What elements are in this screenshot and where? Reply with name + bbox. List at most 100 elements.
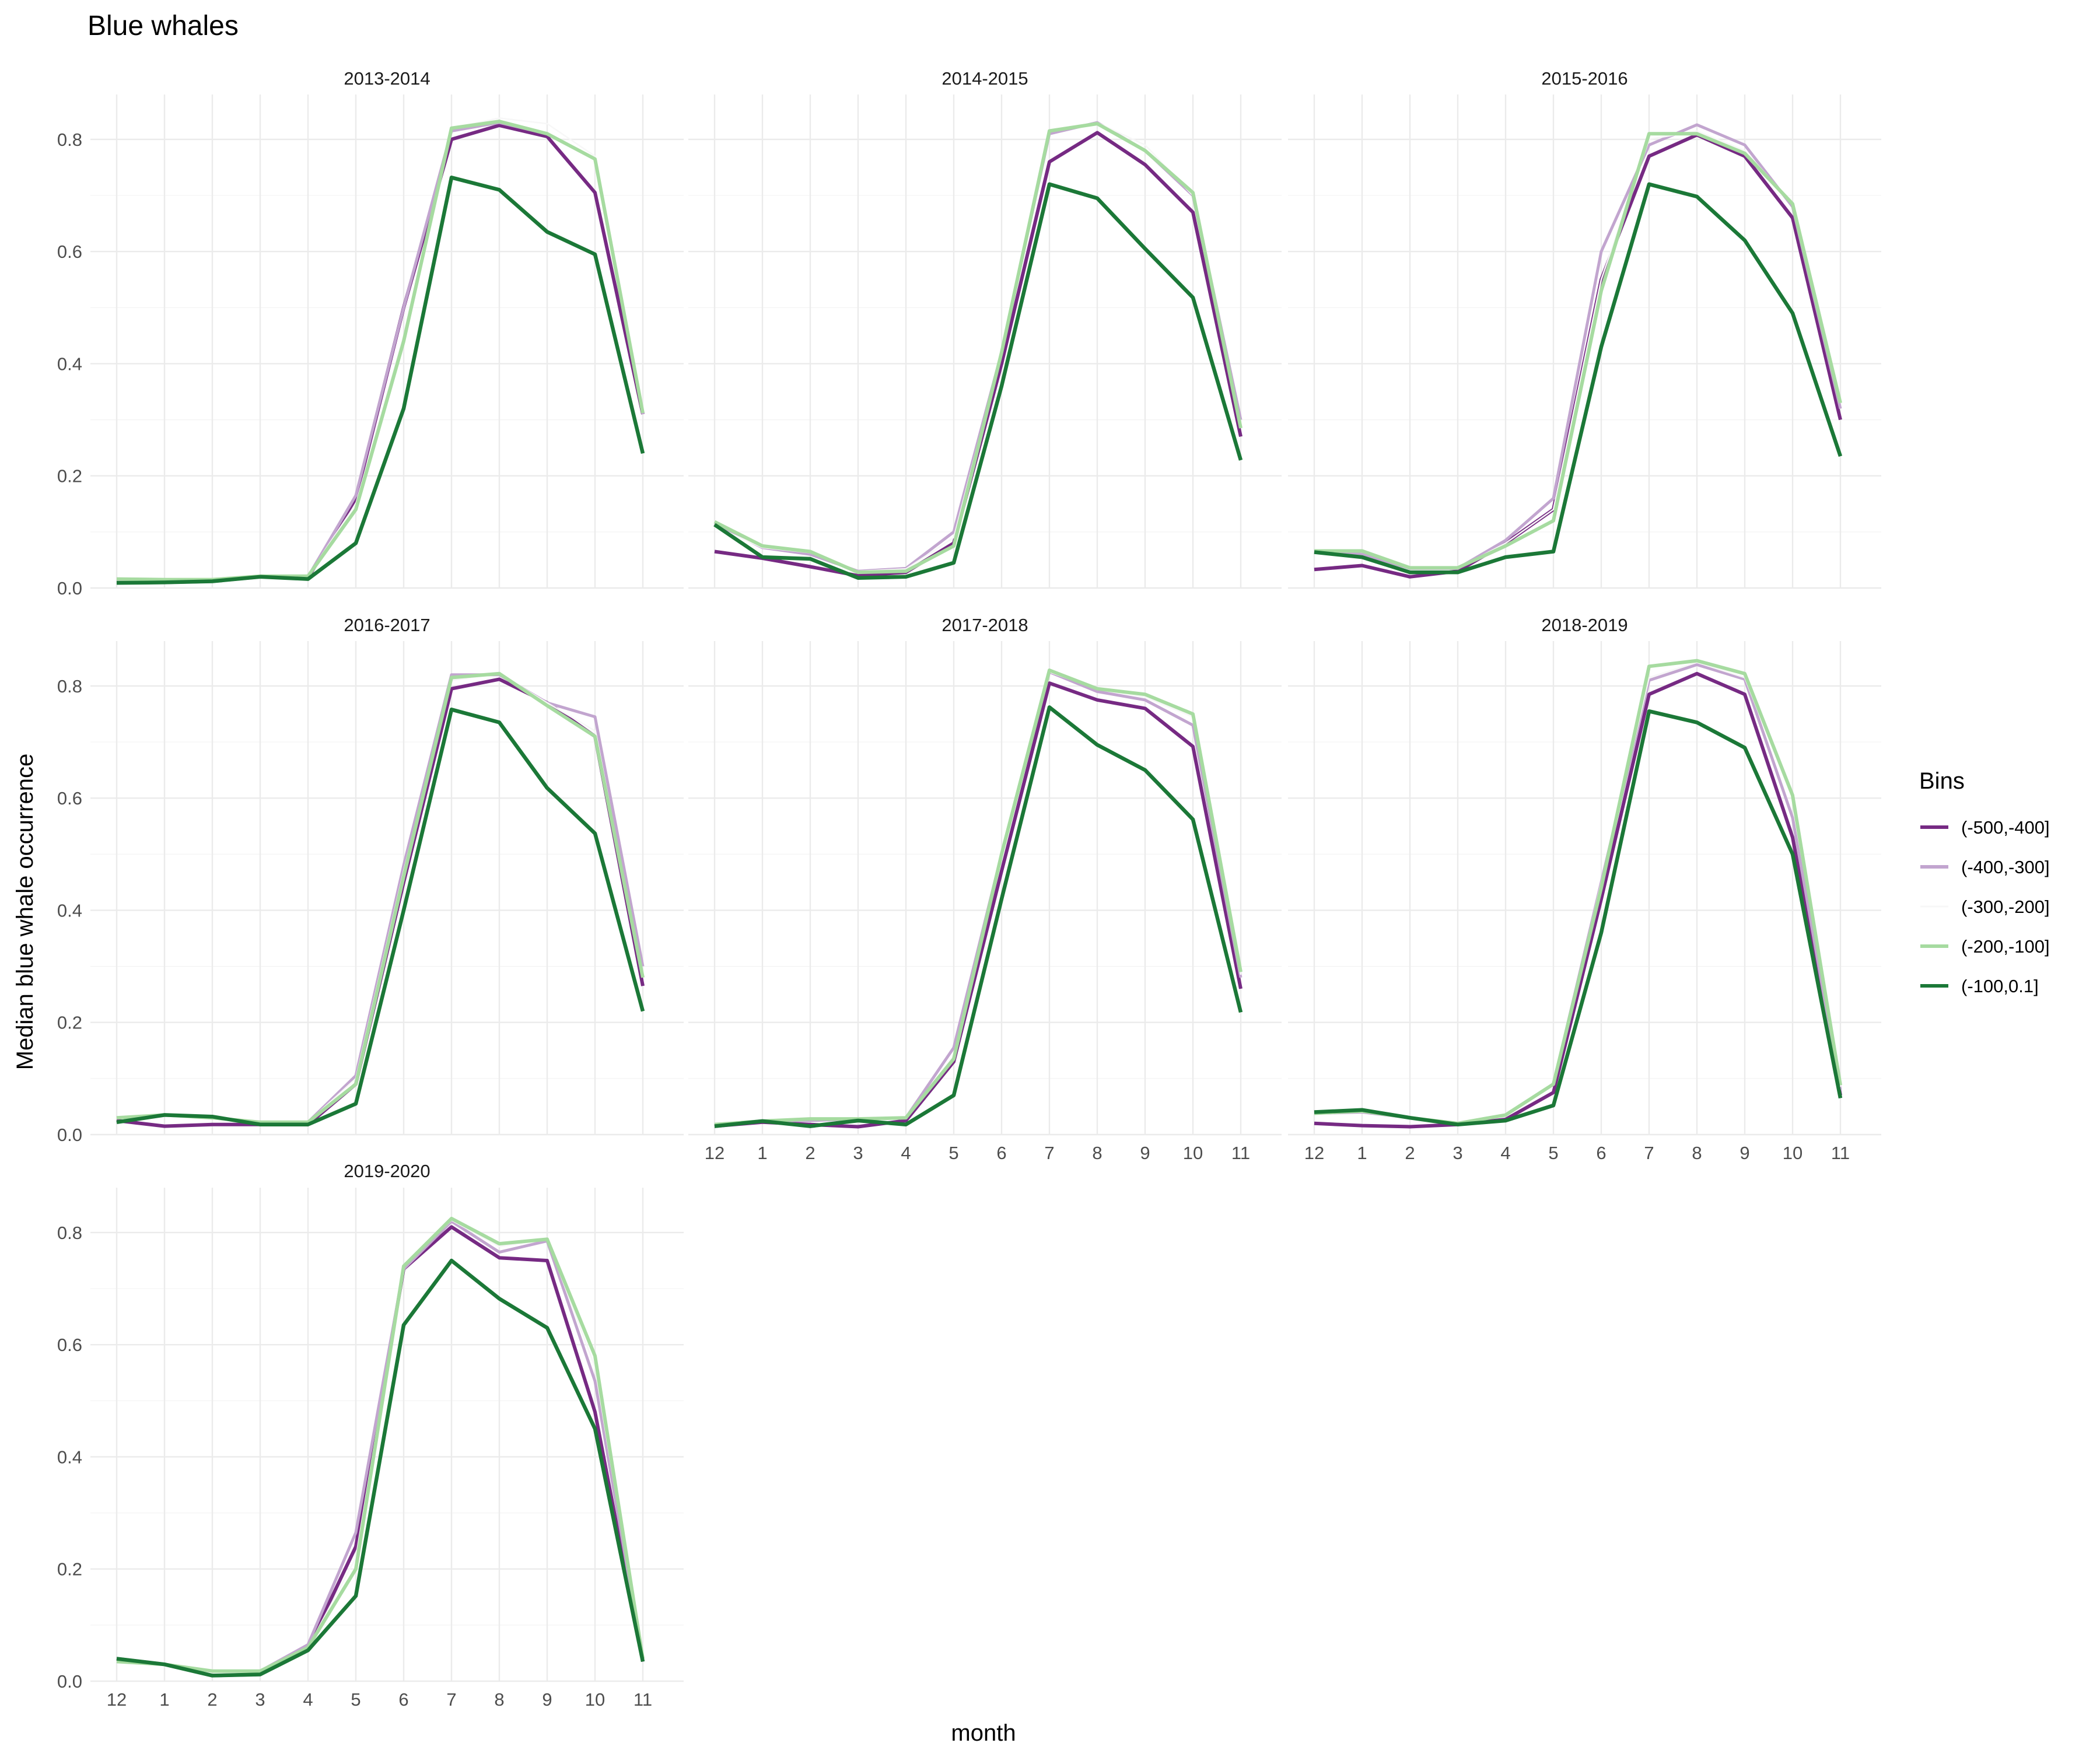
series-line: [117, 117, 644, 580]
panel-title: 2019-2020: [344, 1161, 430, 1181]
y-tick-label: 0.4: [57, 354, 82, 374]
x-tick-label: 4: [303, 1689, 313, 1710]
legend-title: Bins: [1919, 768, 1965, 794]
x-tick-label: 12: [107, 1689, 127, 1710]
legend-label: (-500,-400]: [1961, 817, 2050, 838]
x-tick-label: 4: [1500, 1143, 1510, 1163]
series-line: [714, 681, 1242, 1129]
y-tick-label: 0.0: [57, 1671, 82, 1692]
y-axis-title: Median blue whale occurrence: [12, 754, 38, 1070]
y-tick-label: 0.8: [57, 1223, 82, 1243]
x-tick-label: 9: [1140, 1143, 1150, 1163]
legend-label: (-300,-200]: [1961, 897, 2050, 917]
legend: Bins (-500,-400] (-400,-300] (-300,-200] (-…: [1919, 768, 2050, 996]
y-tick-label: 0.6: [57, 242, 82, 262]
facet-panel: 2016-2017 0.0 0.2 0.4 0.6 0.8: [57, 615, 684, 1145]
series-line: [1314, 182, 1843, 575]
panel-title: 2014-2015: [942, 68, 1028, 89]
x-tick-label: 3: [853, 1143, 863, 1163]
x-tick-label: 5: [351, 1689, 360, 1710]
x-tick-label: 8: [1692, 1143, 1702, 1163]
x-tick-label: 10: [585, 1689, 605, 1710]
x-tick-label: 12: [1304, 1143, 1324, 1163]
x-tick-label: 7: [1644, 1143, 1654, 1163]
series-line: [1314, 132, 1842, 570]
series-line: [713, 121, 1242, 573]
series-line: [116, 176, 645, 585]
y-tick-label: 0.6: [57, 1335, 82, 1355]
series-line: [116, 671, 645, 1124]
y-tick-label: 0.8: [57, 676, 82, 696]
x-tick-label: 2: [207, 1689, 217, 1710]
series-line: [714, 671, 1242, 1125]
panel-title: 2018-2019: [1541, 615, 1628, 635]
series-line: [1314, 671, 1842, 1129]
series-line: [1314, 130, 1842, 569]
series-line: [1314, 123, 1842, 570]
x-tick-label: 2: [1405, 1143, 1415, 1163]
facet-panel: 2014-2015: [688, 68, 1282, 589]
x-tick-label: 3: [255, 1689, 265, 1710]
x-tick-label: 10: [1183, 1143, 1203, 1163]
x-tick-label: 8: [494, 1689, 504, 1710]
x-tick-label: 6: [996, 1143, 1006, 1163]
x-tick-label: 11: [634, 1689, 652, 1710]
x-tick-label: 2: [805, 1143, 815, 1163]
series-line: [117, 123, 645, 584]
y-tick-label: 0.0: [57, 1125, 82, 1145]
series-line: [116, 120, 645, 582]
x-tick-label: 8: [1092, 1143, 1102, 1163]
facet-panel: 2015-2016: [1288, 68, 1881, 589]
facet-panels: 2013-2014 0.0 0.2 0.4 0.6 0.8 2014-2015 2015-20…: [57, 68, 1881, 1710]
x-tick-label: 11: [1831, 1143, 1850, 1163]
y-tick-label: 0.0: [57, 578, 82, 598]
y-tick-label: 0.2: [57, 1559, 82, 1580]
x-tick-label: 6: [1596, 1143, 1606, 1163]
x-tick-label: 6: [398, 1689, 408, 1710]
x-tick-label: 4: [901, 1143, 911, 1163]
series-line: [714, 668, 1242, 1126]
legend-label: (-200,-100]: [1961, 936, 2050, 957]
x-tick-label: 5: [1548, 1143, 1558, 1163]
y-tick-label: 0.4: [57, 900, 82, 921]
series-line: [713, 122, 1242, 575]
series-line: [116, 708, 645, 1126]
x-tick-label: 1: [1357, 1143, 1367, 1163]
chart-title: Blue whales: [88, 10, 239, 41]
series-line: [714, 121, 1242, 572]
x-tick-label: 9: [542, 1689, 552, 1710]
facet-panel: 2013-2014 0.0 0.2 0.4 0.6 0.8: [57, 68, 684, 598]
x-tick-label: 7: [1044, 1143, 1054, 1163]
series-line: [116, 677, 645, 1128]
legend-label: (-100,0.1]: [1961, 976, 2039, 996]
x-tick-label: 3: [1452, 1143, 1462, 1163]
panel-title: 2013-2014: [344, 68, 430, 89]
series-line: [116, 1258, 645, 1678]
x-tick-label: 5: [949, 1143, 958, 1163]
panel-title: 2015-2016: [1541, 68, 1628, 89]
x-tick-label: 7: [446, 1689, 456, 1710]
y-tick-label: 0.2: [57, 1013, 82, 1033]
y-tick-label: 0.2: [57, 466, 82, 487]
x-tick-label: 12: [705, 1143, 724, 1163]
y-tick-label: 0.6: [57, 788, 82, 808]
x-tick-label: 1: [757, 1143, 767, 1163]
series-line: [116, 673, 644, 1124]
series-line: [1314, 663, 1842, 1125]
series-line: [714, 131, 1242, 578]
panel-title: 2017-2018: [942, 615, 1028, 635]
x-tick-label: 1: [159, 1689, 169, 1710]
y-tick-label: 0.8: [57, 130, 82, 150]
series-line: [1314, 709, 1843, 1126]
series-line: [713, 182, 1243, 580]
series-line: [714, 705, 1243, 1128]
series-line: [714, 670, 1242, 1126]
series-line: [1314, 133, 1842, 579]
x-tick-label: 11: [1231, 1143, 1250, 1163]
series-line: [117, 121, 645, 582]
x-tick-label: 10: [1783, 1143, 1803, 1163]
legend-label: (-400,-300]: [1961, 857, 2050, 877]
y-tick-label: 0.4: [57, 1447, 82, 1467]
